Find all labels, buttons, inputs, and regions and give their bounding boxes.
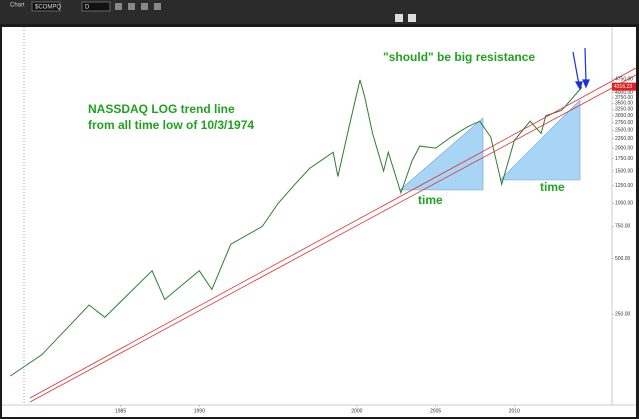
icon[interactable]	[395, 14, 403, 22]
icon[interactable]	[154, 3, 161, 10]
trend-line	[29, 74, 637, 403]
time-triangle	[499, 99, 581, 181]
y-tick-label: 2000.00	[615, 145, 633, 151]
price-line	[10, 79, 583, 377]
time-triangle	[399, 117, 484, 191]
y-tick-label: 2500.00	[615, 128, 633, 134]
trend-line	[29, 67, 637, 399]
period[interactable]: D	[85, 5, 90, 11]
y-tick-label: 3750.00	[615, 95, 633, 101]
y-tick-label: 1250.00	[615, 183, 633, 189]
last-price-box	[612, 82, 636, 91]
arrow	[584, 47, 587, 83]
y-tick-label: 2250.00	[615, 136, 633, 142]
icon[interactable]	[128, 3, 135, 10]
annotation: time	[418, 193, 443, 207]
x-tick-label: 1985	[115, 408, 126, 414]
x-tick-label: 2010	[509, 408, 520, 414]
icon[interactable]	[408, 14, 416, 22]
annotation: from all time low of 10/3/1974	[88, 118, 254, 132]
annotation: "should" be big resistance	[383, 50, 535, 64]
toolbar-icons	[115, 3, 416, 22]
arrow	[572, 51, 580, 86]
y-tick-label: 4000.00	[615, 90, 633, 96]
y-tick-label: 2750.00	[615, 120, 633, 126]
y-tick-label: 1000.00	[615, 201, 633, 207]
symbol[interactable]: $COMPQ	[35, 5, 61, 11]
last-price-label: 4316.23	[614, 84, 632, 90]
y-tick-label: 4750.00	[615, 76, 633, 82]
y-tick-label: 3000.00	[615, 113, 633, 119]
y-tick-label: 3500.00	[615, 101, 633, 107]
x-tick-label: 2005	[430, 408, 441, 414]
y-tick-label: 1750.00	[615, 156, 633, 162]
x-tick-label: 1990	[194, 408, 205, 414]
x-tick-label: 2000	[351, 408, 362, 414]
symbol-box[interactable]	[31, 1, 61, 12]
annotation: NASSDAQ LOG trend line	[88, 102, 235, 116]
arrow-head	[582, 79, 590, 89]
arrows	[572, 47, 590, 91]
y-tick-label: 750.00	[615, 224, 631, 230]
period-box[interactable]	[81, 1, 111, 12]
icon[interactable]	[115, 3, 122, 10]
chart-panel	[2, 27, 636, 417]
window-title: Chart	[10, 3, 25, 9]
y-tick-label: 1500.00	[615, 168, 633, 174]
arrow-head	[574, 81, 583, 91]
y-tick-label: 250.00	[615, 311, 631, 317]
annotation: time	[540, 180, 565, 194]
y-tick-label: 3250.00	[615, 107, 633, 113]
y-tick-label: 500.00	[615, 256, 631, 262]
icon[interactable]	[141, 3, 148, 10]
